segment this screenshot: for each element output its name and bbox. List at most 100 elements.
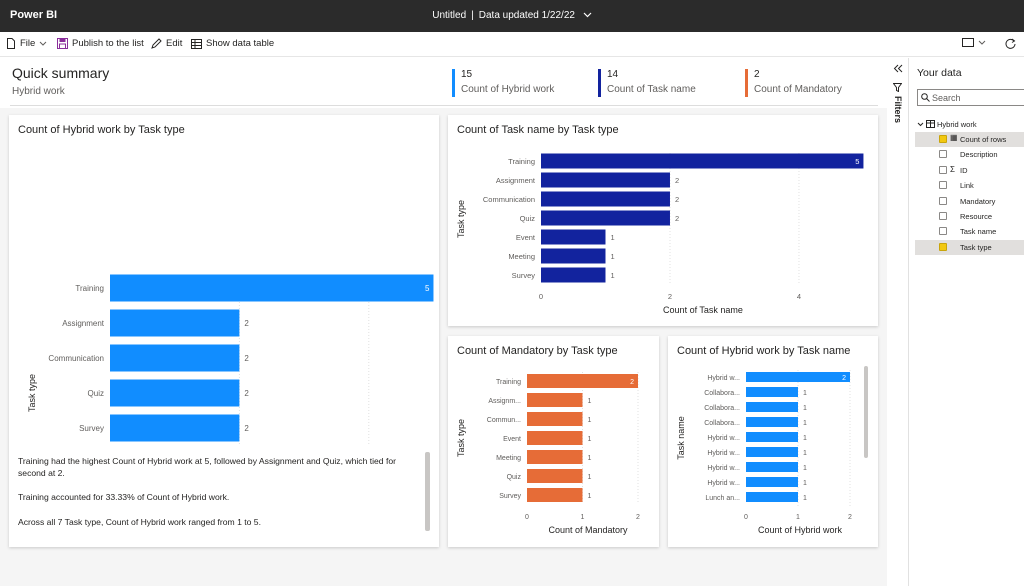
publish-button[interactable]: Publish to the list	[57, 38, 144, 49]
bar	[746, 432, 798, 442]
category-label: Training	[508, 157, 535, 166]
bar	[527, 450, 583, 464]
file-label: File	[20, 38, 36, 49]
field-checkbox[interactable]	[939, 196, 947, 205]
field-checkbox[interactable]	[939, 165, 947, 174]
show-data-table-button[interactable]: Show data table	[191, 38, 274, 49]
data-label: 2	[244, 389, 249, 398]
category-label: Survey	[512, 271, 536, 280]
filters-label[interactable]: Filters	[893, 96, 903, 124]
field-row[interactable]: Σ ID	[915, 163, 1024, 178]
document-title[interactable]: Untitled | Data updated 1/22/22	[0, 10, 1024, 21]
data-label: 1	[803, 420, 807, 427]
summary-header	[0, 58, 887, 108]
bar	[746, 447, 798, 457]
narrative-scrollbar[interactable]	[425, 452, 430, 531]
bar	[746, 417, 798, 427]
calculator-icon: ▦	[950, 133, 958, 142]
data-label: 2	[630, 379, 634, 386]
table-node-hybrid-work[interactable]: Hybrid work	[915, 117, 1024, 132]
category-label: Assignment	[62, 319, 105, 328]
field-row[interactable]: Link	[915, 178, 1024, 193]
field-name: Link	[960, 181, 974, 191]
data-label: 1	[588, 436, 592, 443]
data-label: 2	[244, 424, 249, 433]
title-bar: Power BI Untitled | Data updated 1/22/22	[0, 0, 1024, 32]
view-menu[interactable]	[962, 38, 986, 47]
tick-label: 2	[636, 514, 640, 521]
data-label: 5	[425, 284, 430, 293]
kpi-mandatory[interactable]: 2 Count of Mandatory	[745, 69, 842, 97]
chart-card-hybrid-by-type[interactable]: Count of Hybrid work by Task type Traini…	[9, 115, 439, 547]
field-row[interactable]: Resource	[915, 209, 1024, 224]
kpi-value: 15	[461, 69, 473, 80]
chart-scrollbar[interactable]	[864, 366, 868, 458]
chevron-down-icon	[978, 40, 986, 45]
edit-label: Edit	[166, 38, 183, 49]
bar	[541, 267, 606, 283]
kpi-task-name[interactable]: 14 Count of Task name	[598, 69, 696, 97]
show-table-label: Show data table	[206, 38, 275, 49]
app-brand: Power BI	[10, 9, 58, 21]
collapse-icon[interactable]	[893, 64, 903, 73]
card-title: Count of Hybrid work by Task name	[677, 345, 851, 357]
data-label: 1	[588, 417, 592, 424]
chevron-down-icon[interactable]	[583, 12, 592, 18]
file-menu[interactable]: File	[6, 38, 47, 49]
category-label: Collabora...	[704, 390, 740, 397]
bar	[541, 153, 864, 169]
header-divider	[10, 105, 878, 106]
data-label: 5	[855, 157, 859, 166]
field-checkbox[interactable]	[939, 242, 947, 251]
x-axis-title: Count of Hybrid work	[758, 525, 843, 535]
category-label: Assignment	[496, 176, 536, 185]
field-name: Task type	[960, 242, 992, 252]
category-label: Quiz	[507, 474, 522, 481]
data-label: 2	[675, 195, 679, 204]
field-name: Description	[960, 150, 998, 160]
field-name: Task name	[960, 227, 997, 237]
data-label: 1	[803, 435, 807, 442]
y-axis-title: Task name	[676, 416, 686, 460]
bar	[527, 412, 583, 426]
field-checkbox[interactable]	[939, 150, 947, 159]
tick-label: 0	[525, 514, 529, 521]
data-label: 1	[803, 465, 807, 472]
bar	[541, 210, 670, 226]
bar	[527, 431, 583, 445]
field-row[interactable]: Task type	[915, 239, 1024, 255]
edit-button[interactable]: Edit	[151, 38, 182, 49]
field-row[interactable]: Description	[915, 147, 1024, 162]
tick-label: 0	[539, 292, 543, 301]
field-row[interactable]: ▦ Count of rows	[915, 132, 1024, 147]
field-checkbox[interactable]	[939, 135, 947, 143]
field-row[interactable]: Task name	[915, 224, 1024, 239]
y-axis-title: Task type	[456, 419, 466, 457]
filters-strip[interactable]	[887, 58, 909, 586]
data-label: 2	[675, 214, 679, 223]
chart-card-mandatory-by-type[interactable]: Count of Mandatory by Task type Training…	[448, 336, 659, 547]
refresh-icon	[1005, 38, 1016, 49]
chart-card-hybrid-by-taskname[interactable]: Count of Hybrid work by Task name Hybrid…	[668, 336, 878, 547]
field-checkbox[interactable]	[939, 227, 947, 236]
data-label: 1	[588, 493, 592, 500]
kpi-label: Count of Mandatory	[754, 84, 842, 95]
field-checkbox[interactable]	[939, 181, 947, 190]
kpi-hybrid-work[interactable]: 15 Count of Hybrid work	[452, 69, 554, 97]
search-input[interactable]: Search	[917, 89, 1024, 106]
search-icon	[921, 93, 930, 102]
narrative-line-2: Training accounted for 33.33% of Count o…	[18, 492, 230, 502]
y-axis-title: Task type	[456, 200, 466, 238]
chart-card-taskname-by-type[interactable]: Count of Task name by Task type Training…	[448, 115, 878, 326]
x-axis-title: Count of Task name	[663, 305, 743, 315]
file-icon	[7, 38, 15, 49]
category-label: Hybrid w...	[707, 480, 740, 487]
bar	[541, 229, 606, 245]
category-label: Collabora...	[704, 420, 740, 427]
search-placeholder: Search	[932, 93, 961, 103]
field-row[interactable]: Mandatory	[915, 194, 1024, 209]
field-checkbox[interactable]	[939, 212, 947, 220]
tick-label: 2	[668, 292, 672, 301]
category-label: Collabora...	[704, 405, 740, 412]
refresh-button[interactable]	[1005, 38, 1016, 49]
